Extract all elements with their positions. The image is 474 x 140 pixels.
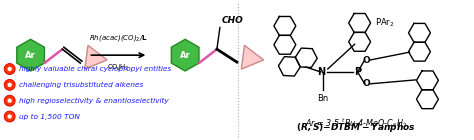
Text: challenging trisubstituted alkenes: challenging trisubstituted alkenes xyxy=(18,82,143,88)
Text: Bn: Bn xyxy=(317,94,328,103)
Circle shape xyxy=(4,111,15,122)
Text: highly valuable chiral cyclopropyl entities: highly valuable chiral cyclopropyl entit… xyxy=(18,66,171,72)
Polygon shape xyxy=(241,45,264,69)
Circle shape xyxy=(8,114,12,119)
Text: O: O xyxy=(363,79,371,88)
Circle shape xyxy=(8,99,12,103)
Text: $\bf{(}$$\bfit{R,S}$$\bf{)}$$\bfit{-DTBM-Yanphos}$: $\bf{(}$$\bfit{R,S}$$\bf{)}$$\bfit{-DTBM… xyxy=(296,121,416,134)
Circle shape xyxy=(4,79,15,90)
Polygon shape xyxy=(171,39,199,71)
Text: Ar = 3,5-$^t$Bu-4-MeO-C$_6$H$_2$: Ar = 3,5-$^t$Bu-4-MeO-C$_6$H$_2$ xyxy=(305,116,407,130)
Text: N: N xyxy=(317,67,325,77)
Circle shape xyxy=(4,64,15,74)
Text: up to 1,500 TON: up to 1,500 TON xyxy=(18,114,80,120)
Text: O: O xyxy=(363,56,371,65)
Circle shape xyxy=(8,83,12,87)
Text: CO/H$_2$: CO/H$_2$ xyxy=(107,63,130,73)
Polygon shape xyxy=(17,39,45,71)
Circle shape xyxy=(8,67,12,71)
Text: high regioselectivity & enantioselectivity: high regioselectivity & enantioselectivi… xyxy=(18,98,168,104)
Circle shape xyxy=(4,95,15,106)
Text: Rh(acac)(CO)$_2$/$\bf{L}$: Rh(acac)(CO)$_2$/$\bf{L}$ xyxy=(89,33,148,43)
Text: Ar: Ar xyxy=(25,51,36,60)
Polygon shape xyxy=(85,45,107,69)
Text: CHO: CHO xyxy=(222,16,244,25)
Text: Ar: Ar xyxy=(180,51,191,60)
Text: PAr$_2$: PAr$_2$ xyxy=(374,16,394,29)
Text: P: P xyxy=(354,67,361,77)
